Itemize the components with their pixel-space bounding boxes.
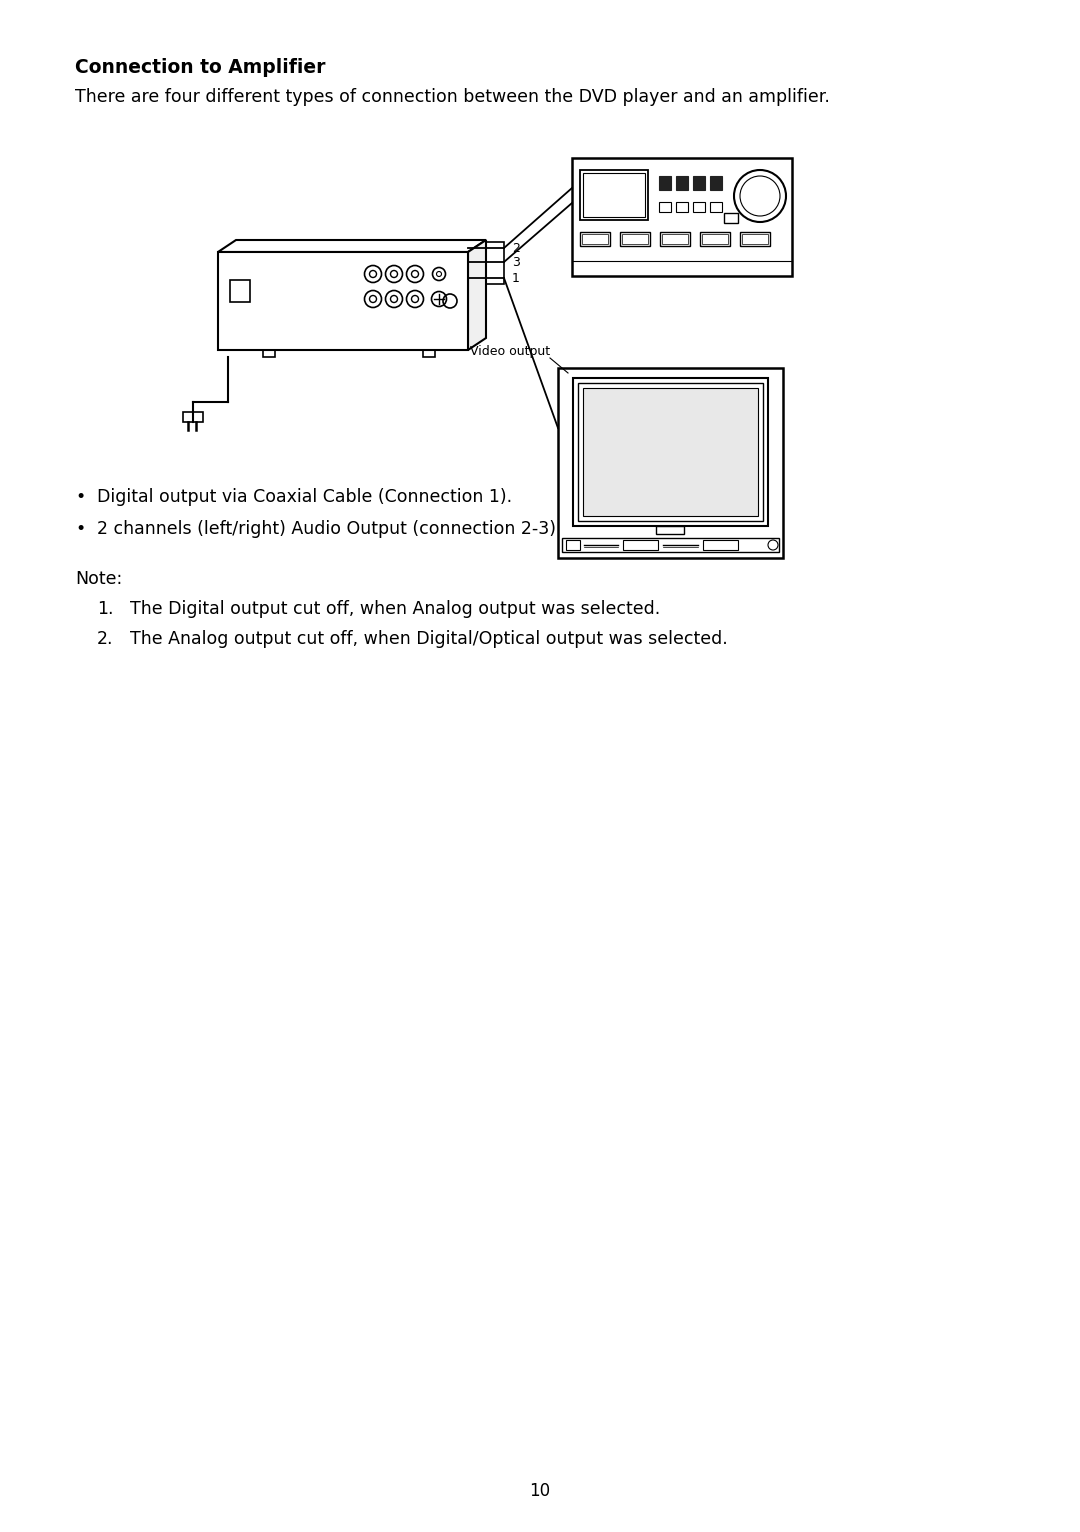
Text: 2.: 2. xyxy=(97,630,113,648)
Polygon shape xyxy=(583,388,758,516)
Polygon shape xyxy=(572,158,792,276)
Text: Note:: Note: xyxy=(75,570,122,588)
Polygon shape xyxy=(573,378,768,525)
Polygon shape xyxy=(218,241,486,251)
Polygon shape xyxy=(468,241,486,349)
Text: Digital output via Coaxial Cable (Connection 1).: Digital output via Coaxial Cable (Connec… xyxy=(97,489,512,506)
Text: 10: 10 xyxy=(529,1481,551,1500)
Polygon shape xyxy=(218,251,468,349)
Text: The Digital output cut off, when Analog output was selected.: The Digital output cut off, when Analog … xyxy=(130,601,660,617)
Text: 3: 3 xyxy=(512,256,519,268)
Text: 2: 2 xyxy=(512,242,519,254)
Text: The Analog output cut off, when Digital/Optical output was selected.: The Analog output cut off, when Digital/… xyxy=(130,630,728,648)
Polygon shape xyxy=(578,383,762,521)
Polygon shape xyxy=(558,368,783,558)
Text: 1.: 1. xyxy=(97,601,113,617)
Polygon shape xyxy=(659,176,671,190)
Text: •: • xyxy=(75,519,85,538)
Text: There are four different types of connection between the DVD player and an ampli: There are four different types of connec… xyxy=(75,87,829,106)
Text: Connection to Amplifier: Connection to Amplifier xyxy=(75,58,325,77)
Text: Video output: Video output xyxy=(470,345,550,358)
Polygon shape xyxy=(676,176,688,190)
Polygon shape xyxy=(693,176,705,190)
Text: 2 channels (left/right) Audio Output (connection 2-3): 2 channels (left/right) Audio Output (co… xyxy=(97,519,556,538)
Text: 1: 1 xyxy=(512,271,519,285)
Text: •: • xyxy=(75,489,85,506)
Polygon shape xyxy=(710,176,723,190)
